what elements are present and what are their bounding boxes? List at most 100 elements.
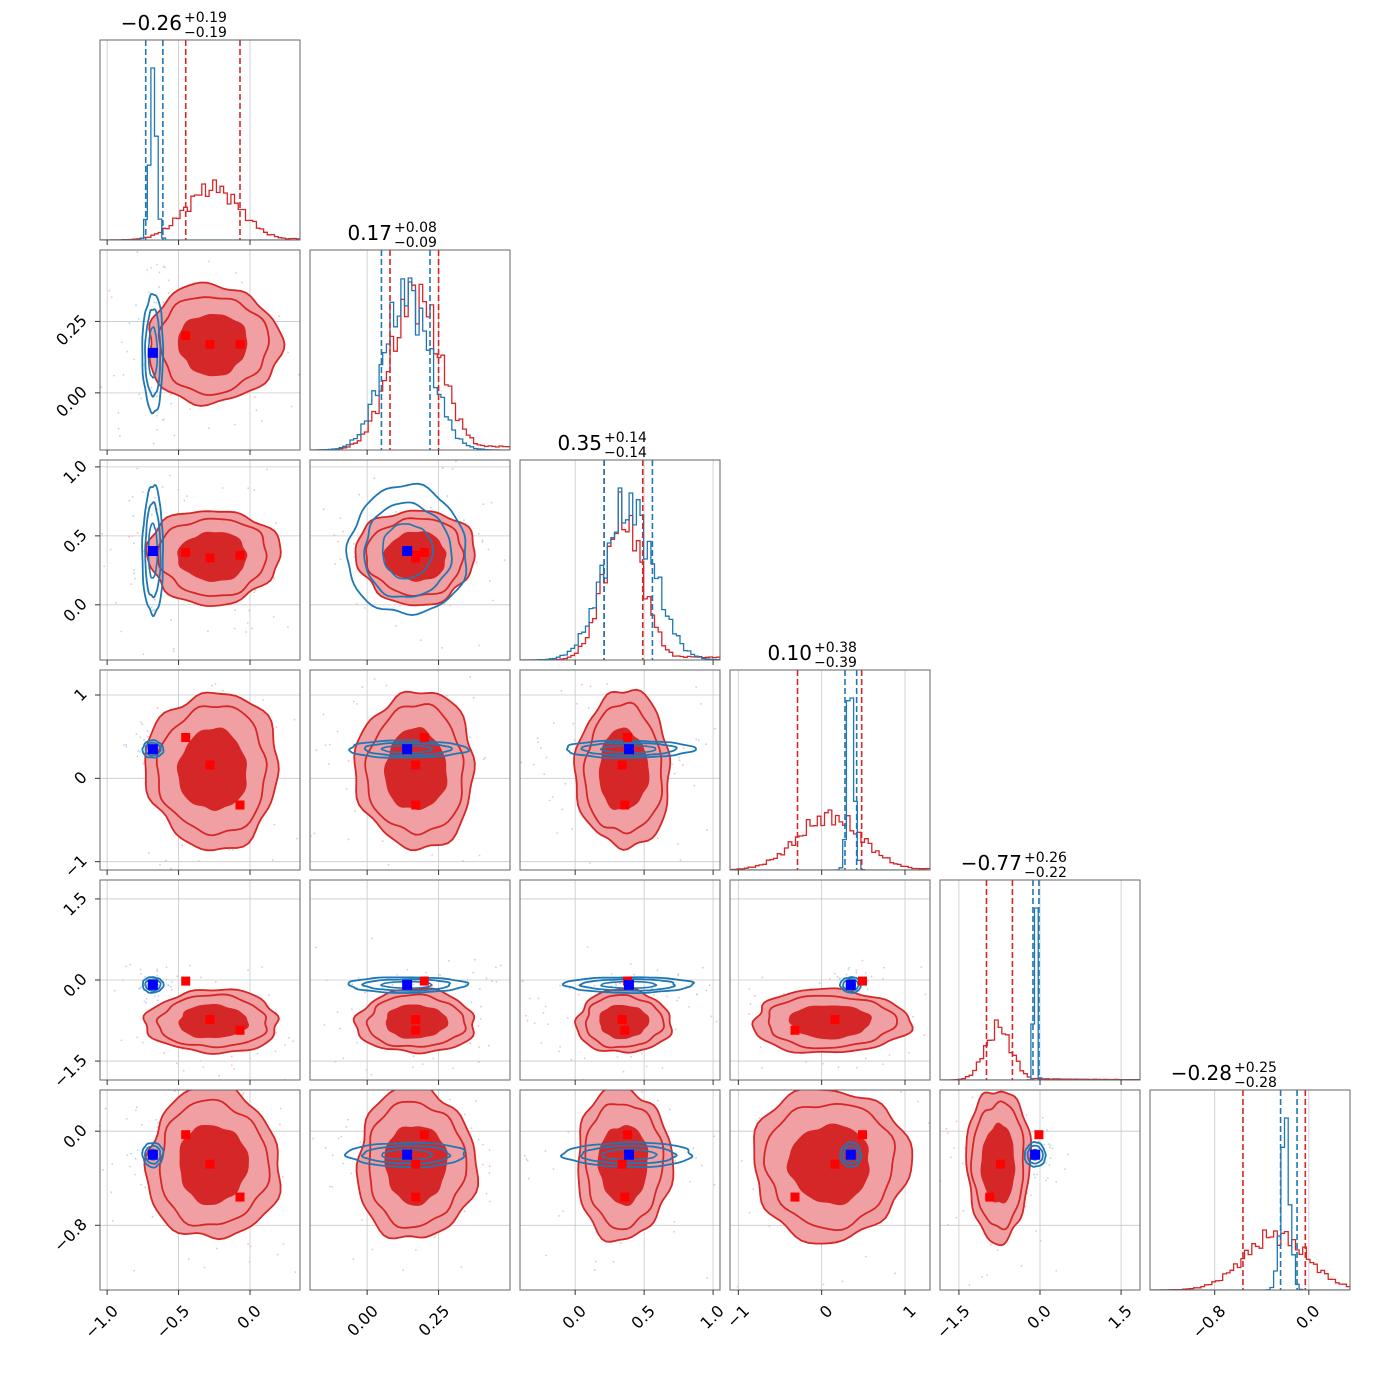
red-sample-point: [126, 350, 129, 353]
red-sample-point: [293, 718, 296, 721]
blue-sample-point: [328, 1185, 331, 1188]
blue-sample-point: [495, 980, 498, 983]
red-sample-point: [108, 289, 111, 292]
red-sample-point: [273, 823, 276, 826]
blue-sample-point: [100, 386, 103, 389]
blue-contour-inner: [600, 980, 658, 989]
blue-sample-point: [503, 756, 505, 758]
red-sample-point: [280, 615, 282, 617]
red-sample-point: [578, 993, 580, 996]
panel-frame: [99, 39, 301, 241]
red-sample-point: [544, 1005, 547, 1008]
red-sample-point: [710, 1015, 713, 1018]
red-sample-point: [594, 1260, 597, 1263]
red-sample-point: [350, 885, 352, 887]
red-sample-point: [337, 540, 339, 543]
red-sample-point: [714, 1021, 716, 1023]
blue-contour-middle: [363, 501, 453, 598]
red-sample-point: [552, 722, 555, 724]
x-tick-label: 0.0: [558, 1301, 589, 1332]
panel-1-1: 0.17 +0.08−0.09: [309, 220, 511, 455]
blue-sample-point: [544, 739, 546, 741]
red-sample-point: [131, 496, 134, 498]
red-sample-point: [311, 547, 313, 549]
red-marker: [411, 760, 421, 770]
panel-frame: [99, 249, 301, 451]
red-marker: [620, 800, 630, 810]
red-sample-point: [945, 1128, 948, 1130]
panel-title-median: −0.28: [1171, 1061, 1232, 1085]
red-sample-point: [597, 944, 599, 946]
blue-sample-point: [163, 418, 166, 421]
red-sample-point: [671, 1076, 673, 1078]
red-sample-point: [183, 499, 186, 502]
red-sample-point: [962, 1056, 964, 1058]
blue-sample-point: [485, 977, 488, 980]
red-sample-point: [761, 1066, 763, 1069]
blue-contour-outer: [565, 739, 697, 759]
red-sample-point: [222, 689, 225, 692]
red-sample-point: [79, 1027, 81, 1029]
red-sample-point: [169, 474, 171, 477]
red-marker: [205, 760, 215, 770]
red-sample-point: [373, 477, 376, 480]
x-tick-label: 1: [899, 1301, 920, 1322]
blue-sample-point: [526, 1159, 529, 1162]
red-sample-point: [136, 1036, 139, 1039]
red-sample-point: [778, 1091, 780, 1093]
red-sample-point: [482, 503, 485, 506]
red-sample-point: [942, 1025, 944, 1027]
blue-sample-point: [803, 743, 805, 745]
blue-sample-point: [135, 304, 137, 306]
blue-sample-point: [143, 1000, 146, 1003]
red-sample-point: [487, 548, 490, 551]
red-sample-point: [1017, 1357, 1019, 1359]
blue-sample-point: [665, 995, 668, 998]
blue-sample-point: [172, 648, 175, 650]
red-sample-point: [254, 1054, 256, 1056]
blue-sample-point: [141, 451, 143, 453]
blue-sample-point: [125, 746, 128, 748]
red-sample-point: [552, 1168, 555, 1170]
panel-frame: [99, 1089, 301, 1291]
blue-sample-point: [144, 1186, 147, 1189]
red-sample-point: [633, 973, 635, 976]
red-sample-point: [277, 529, 279, 531]
red-marker: [996, 1159, 1006, 1169]
red-sample-point: [586, 946, 589, 948]
blue-sample-point: [568, 987, 571, 990]
red-sample-point: [181, 1048, 184, 1051]
red-sample-point: [294, 1271, 297, 1274]
blue-sample-point: [125, 743, 127, 746]
red-marker: [235, 339, 245, 349]
red-sample-point: [634, 1358, 636, 1360]
red-sample-point: [285, 549, 287, 551]
panel-title-minus: −0.22: [1024, 865, 1067, 881]
red-sample-point: [522, 572, 524, 574]
red-sample-point: [130, 583, 133, 585]
blue-histogram: [1150, 1117, 1350, 1290]
red-sample-point: [1025, 1113, 1028, 1116]
red-sample-point: [989, 1243, 992, 1246]
blue-sample-point: [1041, 1116, 1044, 1119]
blue-sample-point: [1045, 1179, 1048, 1182]
blue-sample-point: [539, 747, 542, 749]
red-sample-point: [508, 1065, 510, 1067]
panel-content: [1150, 1090, 1350, 1290]
blue-sample-point: [643, 988, 645, 990]
red-sample-point: [267, 994, 270, 997]
panel-4-1: [254, 879, 511, 1085]
blue-sample-point: [342, 1162, 344, 1165]
blue-contour-inner: [599, 744, 657, 754]
red-sample-point: [413, 876, 415, 878]
red-sample-point: [971, 1096, 974, 1099]
red-sample-point: [481, 539, 484, 542]
panel-title-plus: +0.26: [1024, 850, 1067, 866]
red-sample-point: [221, 1054, 223, 1056]
blue-sample-point: [132, 438, 134, 440]
red-sample-point: [136, 467, 139, 470]
red-histogram: [1150, 1229, 1350, 1290]
blue-sample-point: [677, 974, 679, 977]
panel-content: [940, 1056, 1140, 1359]
blue-sample-point: [689, 1181, 691, 1183]
